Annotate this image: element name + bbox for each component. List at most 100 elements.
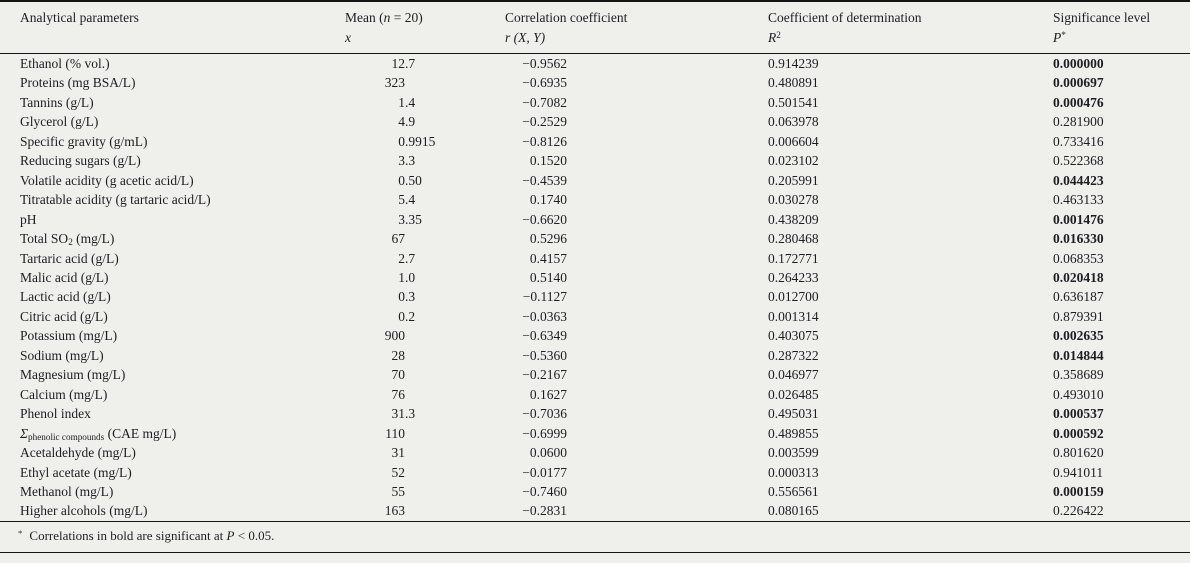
table-row: Ethanol (% vol.) 12.7 −0.9562 0.914239 0.000… xyxy=(0,54,1190,74)
table-row: Σphenolic compounds (CAE mg/L) 110 −0.6999… xyxy=(0,424,1190,443)
table-row: Phenol index 31.3 −0.7036 0.495031 0.000537 xyxy=(0,404,1190,423)
table-row: Proteins (mg BSA/L) 323 −0.6935 0.480891 0.0… xyxy=(0,73,1190,92)
correlation-value: −0.9562 xyxy=(522,56,567,71)
param-cell: Potassium (mg/L) xyxy=(0,326,345,345)
correlation-value: −0.7460 xyxy=(522,483,567,499)
mean-fraction-part: .9 xyxy=(405,114,416,130)
correlation-cell: −0.7460 xyxy=(505,482,768,501)
header-label: Mean (n = 20) xyxy=(345,10,423,25)
param-units: (mg/L) xyxy=(72,231,115,247)
param-name: Volatile acidity (g acetic acid/L) xyxy=(20,172,194,188)
determination-cell: 0.205991 xyxy=(768,172,819,188)
correlation-cell: 0.5296 xyxy=(505,229,768,248)
mean-cell: 3.3 xyxy=(345,151,505,170)
correlation-value: −0.2167 xyxy=(522,367,567,383)
param-name: Citric acid (g/L) xyxy=(20,308,108,324)
header-label: Coefficient of determination xyxy=(768,10,922,25)
mean-integer-part: 1 xyxy=(398,94,405,110)
determination-cell: 0.012700 xyxy=(768,289,819,305)
correlation-value: 0.5140 xyxy=(529,269,567,285)
significance-cell: 0.000697 xyxy=(1053,75,1104,91)
mean-fraction-part: .2 xyxy=(405,308,416,324)
mean-integer-part: 12 xyxy=(391,56,406,71)
significance-cell: 0.000537 xyxy=(1053,406,1104,422)
mean-cell: 70 xyxy=(345,365,505,384)
header-mean: Mean (n = 20) x xyxy=(345,1,505,54)
mean-cell: 0.3 xyxy=(345,287,505,306)
table-row: pH 3.35 −0.6620 0.438209 0.001476 xyxy=(0,210,1190,229)
table-row: Higher alcohols (mg/L) 163 −0.2831 0.080165… xyxy=(0,501,1190,521)
correlation-cell: −0.2167 xyxy=(505,365,768,384)
determination-cell: 0.914239 xyxy=(768,56,819,71)
table-row: Titratable acidity (g tartaric acid/L) 5.… xyxy=(0,190,1190,209)
param-name: Tartaric acid (g/L) xyxy=(20,250,119,266)
correlation-value: −0.5360 xyxy=(522,347,567,363)
significance-cell: 0.358689 xyxy=(1053,367,1104,383)
mean-fraction-part: .3 xyxy=(405,289,416,305)
mean-cell: 28 xyxy=(345,346,505,365)
mean-cell: 110 xyxy=(345,424,505,443)
mean-cell: 1.4 xyxy=(345,93,505,112)
param-cell: Acetaldehyde (mg/L) xyxy=(0,443,345,462)
table-row: Volatile acidity (g acetic acid/L) 0.50 −0… xyxy=(0,171,1190,190)
mean-cell: 55 xyxy=(345,482,505,501)
mean-cell: 0.50 xyxy=(345,171,505,190)
significance-cell: 0.000159 xyxy=(1053,483,1104,499)
mean-cell: 0.2 xyxy=(345,307,505,326)
correlation-value: −0.6935 xyxy=(522,75,567,91)
param-name: Reducing sugars (g/L) xyxy=(20,153,141,169)
param-name: Ethyl acetate (mg/L) xyxy=(20,464,132,480)
significance-cell: 0.014844 xyxy=(1053,347,1104,363)
param-name: Malic acid (g/L) xyxy=(20,269,109,285)
mean-integer-part: 28 xyxy=(391,347,406,363)
determination-cell: 0.501541 xyxy=(768,94,819,110)
header-analytical-parameters: Analytical parameters xyxy=(0,1,345,54)
table-row: Sodium (mg/L) 28 −0.5360 0.287322 0.014844 xyxy=(0,346,1190,365)
significance-cell: 0.068353 xyxy=(1053,250,1104,266)
mean-fraction-part: .9915 xyxy=(405,133,436,149)
significance-cell: 0.463133 xyxy=(1053,192,1104,208)
significance-cell: 0.044423 xyxy=(1053,172,1104,188)
correlation-cell: 0.4157 xyxy=(505,249,768,268)
mean-cell: 1.0 xyxy=(345,268,505,287)
param-cell: Higher alcohols (mg/L) xyxy=(0,501,345,521)
mean-integer-part: 323 xyxy=(384,75,405,91)
mean-cell: 163 xyxy=(345,501,505,521)
significance-cell: 0.002635 xyxy=(1053,328,1104,344)
param-cell: Reducing sugars (g/L) xyxy=(0,151,345,170)
param-subscript: phenolic compounds xyxy=(28,431,105,442)
param-cell: Glycerol (g/L) xyxy=(0,112,345,131)
significance-cell: 0.801620 xyxy=(1053,445,1104,461)
param-name: Proteins (mg BSA/L) xyxy=(20,75,136,91)
param-cell: Tannins (g/L) xyxy=(0,93,345,112)
param-name: pH xyxy=(20,211,37,227)
param-name: Ethanol (% vol.) xyxy=(20,56,110,71)
param-name: Higher alcohols (mg/L) xyxy=(20,503,148,519)
mean-cell: 12.7 xyxy=(345,54,505,74)
correlation-cell: −0.7082 xyxy=(505,93,768,112)
param-cell: Lactic acid (g/L) xyxy=(0,287,345,306)
determination-cell: 0.403075 xyxy=(768,328,819,344)
mean-integer-part: 52 xyxy=(391,464,406,480)
table-row: Potassium (mg/L) 900 −0.6349 0.403075 0.0026… xyxy=(0,326,1190,345)
header-label: Correlation coefficient xyxy=(505,10,628,25)
table-row: Acetaldehyde (mg/L) 31 0.0600 0.003599 0.801… xyxy=(0,443,1190,462)
correlation-cell: −0.8126 xyxy=(505,132,768,151)
correlation-cell: −0.6999 xyxy=(505,424,768,443)
significance-cell: 0.001476 xyxy=(1053,211,1104,227)
param-name: Sodium (mg/L) xyxy=(20,347,104,363)
table-row: Specific gravity (g/mL) 0.9915 −0.8126 0.00… xyxy=(0,132,1190,151)
correlation-cell: −0.0177 xyxy=(505,463,768,482)
significance-cell: 0.522368 xyxy=(1053,153,1104,169)
mean-fraction-part: .3 xyxy=(405,153,416,169)
param-cell: Σphenolic compounds (CAE mg/L) xyxy=(0,424,345,443)
param-cell: Phenol index xyxy=(0,404,345,423)
significance-cell: 0.636187 xyxy=(1053,289,1104,305)
significance-cell: 0.000592 xyxy=(1053,425,1104,441)
mean-cell: 31 xyxy=(345,443,505,462)
param-name: Total SO xyxy=(20,231,69,247)
correlation-value: −0.0177 xyxy=(522,464,567,480)
mean-fraction-part: .4 xyxy=(405,192,416,208)
correlation-cell: −0.2831 xyxy=(505,501,768,521)
header-row: Analytical parameters Mean (n = 20) x Co… xyxy=(0,1,1190,54)
